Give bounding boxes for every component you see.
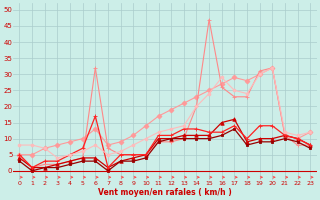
- X-axis label: Vent moyen/en rafales ( km/h ): Vent moyen/en rafales ( km/h ): [98, 188, 232, 197]
